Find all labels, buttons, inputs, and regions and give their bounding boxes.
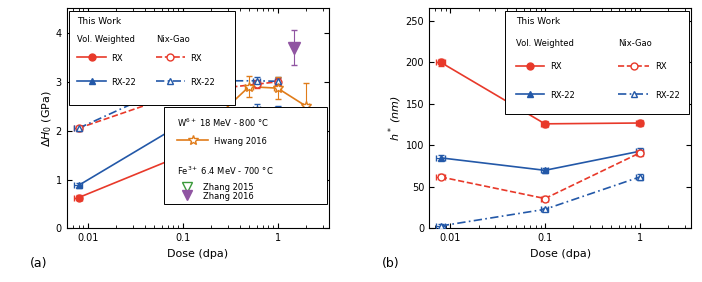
Text: Nix-Gao: Nix-Gao — [618, 39, 651, 48]
Y-axis label: $h^*$ (nm): $h^*$ (nm) — [387, 95, 404, 142]
Text: (b): (b) — [382, 257, 399, 270]
X-axis label: Dose (dpa): Dose (dpa) — [167, 249, 229, 259]
Text: This Work: This Work — [515, 17, 559, 26]
Text: Nix-Gao: Nix-Gao — [156, 35, 190, 44]
Text: (a): (a) — [30, 257, 48, 270]
Text: This Work: This Work — [77, 17, 121, 26]
Text: RX: RX — [112, 54, 123, 63]
Text: Zhang 2015: Zhang 2015 — [203, 183, 254, 192]
Y-axis label: $\Delta H_0$ (GPa): $\Delta H_0$ (GPa) — [41, 90, 54, 147]
X-axis label: Dose (dpa): Dose (dpa) — [529, 249, 591, 259]
FancyBboxPatch shape — [164, 107, 326, 204]
Text: Vol. Weighted: Vol. Weighted — [77, 35, 135, 44]
Text: Zhang 2016: Zhang 2016 — [203, 192, 254, 201]
Text: RX-22: RX-22 — [112, 78, 136, 87]
Text: RX-22: RX-22 — [190, 78, 215, 87]
Text: RX: RX — [655, 62, 666, 71]
Text: Fe$^{3+}$ 6.4 MeV - 700 °C: Fe$^{3+}$ 6.4 MeV - 700 °C — [177, 165, 274, 177]
Text: RX-22: RX-22 — [550, 91, 574, 100]
FancyBboxPatch shape — [505, 11, 689, 114]
FancyBboxPatch shape — [69, 11, 234, 105]
Text: RX: RX — [550, 62, 562, 71]
Text: RX: RX — [190, 54, 201, 63]
Text: RX-22: RX-22 — [655, 91, 680, 100]
Text: Vol. Weighted: Vol. Weighted — [515, 39, 574, 48]
Text: Hwang 2016: Hwang 2016 — [213, 137, 267, 146]
Text: W$^{6+}$ 18 MeV - 800 °C: W$^{6+}$ 18 MeV - 800 °C — [177, 116, 269, 129]
